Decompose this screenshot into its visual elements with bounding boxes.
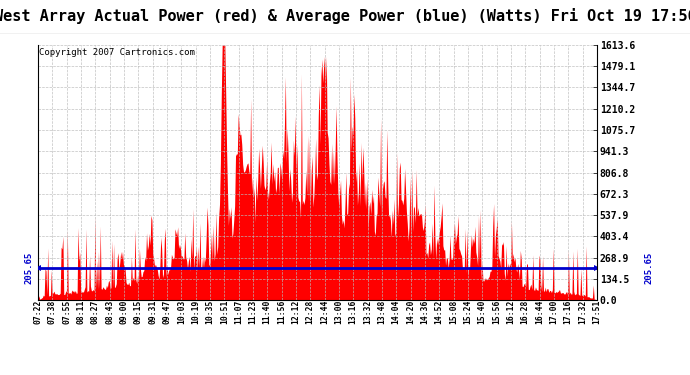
Text: 12:44: 12:44 (320, 300, 329, 324)
Text: 13:32: 13:32 (363, 300, 372, 324)
Text: 12:12: 12:12 (291, 300, 300, 324)
Text: 10:03: 10:03 (177, 300, 186, 324)
Text: 07:22: 07:22 (33, 300, 43, 324)
Text: 16:28: 16:28 (521, 300, 530, 324)
Text: 14:36: 14:36 (420, 300, 429, 324)
Text: 17:51: 17:51 (592, 300, 602, 324)
Text: 16:44: 16:44 (535, 300, 544, 324)
Text: 15:08: 15:08 (449, 300, 458, 324)
Text: 08:43: 08:43 (105, 300, 114, 324)
Text: 14:20: 14:20 (406, 300, 415, 324)
Text: 08:11: 08:11 (77, 300, 86, 324)
Text: 13:48: 13:48 (377, 300, 386, 324)
Text: 205.65: 205.65 (644, 251, 653, 284)
Text: 15:24: 15:24 (464, 300, 473, 324)
Text: 15:40: 15:40 (477, 300, 486, 324)
Text: 12:28: 12:28 (306, 300, 315, 324)
Text: 14:04: 14:04 (392, 300, 401, 324)
Text: 09:00: 09:00 (119, 300, 128, 324)
Text: 13:16: 13:16 (348, 300, 357, 324)
Text: Copyright 2007 Cartronics.com: Copyright 2007 Cartronics.com (39, 48, 195, 57)
Text: 13:00: 13:00 (335, 300, 344, 324)
Text: 10:35: 10:35 (206, 300, 215, 324)
Text: 09:47: 09:47 (162, 300, 171, 324)
Text: 17:16: 17:16 (564, 300, 573, 324)
Text: West Array Actual Power (red) & Average Power (blue) (Watts) Fri Oct 19 17:56: West Array Actual Power (red) & Average … (0, 8, 690, 24)
Text: 09:31: 09:31 (148, 300, 157, 324)
Text: 07:38: 07:38 (48, 300, 57, 324)
Text: 17:32: 17:32 (578, 300, 587, 324)
Text: 09:15: 09:15 (134, 300, 143, 324)
Text: 07:55: 07:55 (62, 300, 71, 324)
Text: 11:40: 11:40 (263, 300, 272, 324)
Text: 08:27: 08:27 (91, 300, 100, 324)
Text: 17:00: 17:00 (549, 300, 558, 324)
Text: 11:23: 11:23 (248, 300, 257, 324)
Text: 16:12: 16:12 (506, 300, 515, 324)
Text: 11:56: 11:56 (277, 300, 286, 324)
Text: 205.65: 205.65 (24, 251, 34, 284)
Text: 15:56: 15:56 (492, 300, 501, 324)
Text: 11:07: 11:07 (234, 300, 243, 324)
Text: 10:51: 10:51 (219, 300, 229, 324)
Text: 14:52: 14:52 (435, 300, 444, 324)
Text: 10:19: 10:19 (191, 300, 200, 324)
